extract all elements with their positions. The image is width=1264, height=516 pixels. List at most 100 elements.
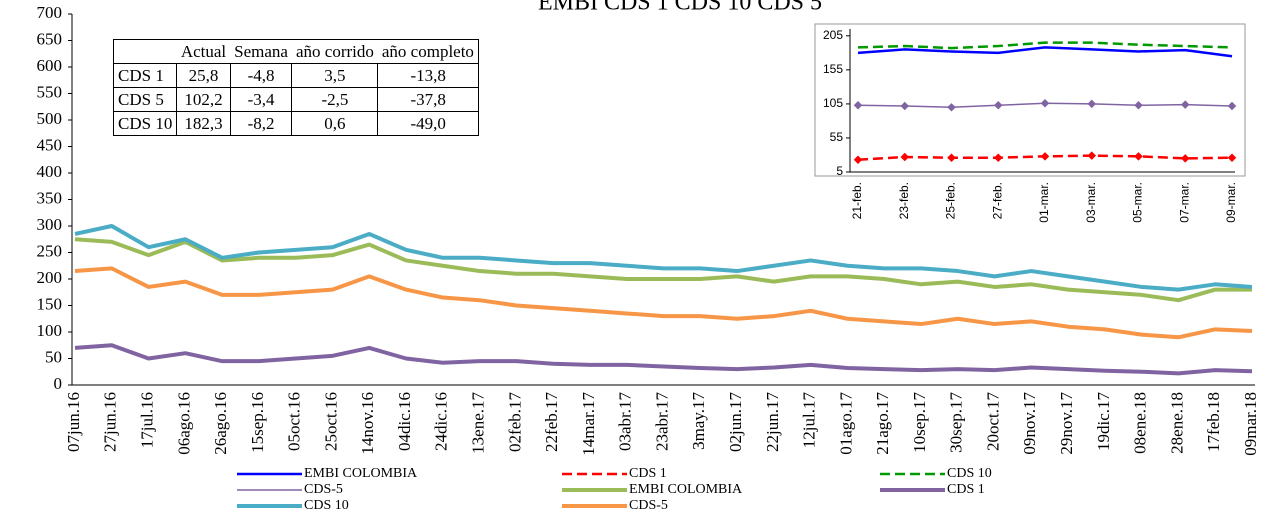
legend-label: CDS 10 xyxy=(304,498,349,513)
series-line xyxy=(857,46,1233,58)
table-cell: -4,8 xyxy=(229,63,293,88)
x-tick-label: 14nov.16 xyxy=(358,392,377,455)
legend-label: EMBI COLOMBIA xyxy=(629,482,743,497)
x-tick-label: 24dic.16 xyxy=(432,392,451,451)
x-tick-label: 26ago.16 xyxy=(211,392,230,455)
series-line xyxy=(74,343,1253,376)
legend-label: CDS 10 xyxy=(947,466,992,481)
x-tick-label: 02jun.17 xyxy=(726,392,745,452)
y-tick-label: 150 xyxy=(37,294,63,313)
summary-table: Actual Semana año corrido año completo CDS 1… xyxy=(112,39,479,136)
x-tick-label: 04dic.16 xyxy=(395,392,414,451)
x-tick-label: 23-feb. xyxy=(897,182,911,219)
x-tick-label: 13ene.17 xyxy=(469,392,488,454)
y-tick-label: 600 xyxy=(37,56,63,75)
table-header: Actual Semana año corrido año completo xyxy=(112,39,479,64)
table-cell: -3,4 xyxy=(229,87,293,112)
x-tick-label: 07-mar. xyxy=(1177,182,1191,223)
x-tick-label: 29nov.17 xyxy=(1057,392,1076,455)
x-tick-label: 25oct.16 xyxy=(321,392,340,451)
header-cell: año corrido xyxy=(291,39,378,64)
x-tick-label: 17feb.18 xyxy=(1204,392,1223,452)
table-cell: CDS 10 xyxy=(112,111,178,136)
y-tick-label: 50 xyxy=(45,347,62,366)
y-tick-label: 250 xyxy=(37,241,63,260)
y-tick-label: 5 xyxy=(836,164,843,178)
table-cell: 3,5 xyxy=(291,63,379,88)
table-cell: CDS 1 xyxy=(112,63,178,88)
x-tick-label: 25-feb. xyxy=(944,182,958,219)
x-tick-label: 22jun.17 xyxy=(763,392,782,452)
header-cell: Semana xyxy=(230,39,292,64)
series-line xyxy=(74,237,1252,303)
table-cell: 102,2 xyxy=(176,87,231,112)
legend-label: CDS 1 xyxy=(947,482,985,497)
y-tick-label: 700 xyxy=(37,3,63,22)
table-row: CDS 1 25,8 -4,8 3,5 -13,8 xyxy=(112,63,479,88)
y-tick-label: 400 xyxy=(37,162,63,181)
x-tick-label: 05-mar. xyxy=(1131,182,1145,223)
x-tick-label: 09nov.17 xyxy=(1020,392,1039,455)
x-tick-label: 21-feb. xyxy=(850,182,864,219)
table-cell: -8,2 xyxy=(229,111,293,136)
x-tick-label: 23abr.17 xyxy=(652,392,671,452)
x-tick-label: 03abr.17 xyxy=(616,392,635,452)
x-tick-label: 01-mar. xyxy=(1037,182,1051,223)
x-tick-label: 03-mar. xyxy=(1084,182,1098,223)
legend-label: EMBI COLOMBIA xyxy=(304,466,418,481)
table-cell: CDS 5 xyxy=(112,87,178,112)
x-tick-label: 05oct.16 xyxy=(285,392,304,451)
table-cell: -13,8 xyxy=(377,63,479,88)
legend-label: CDS 1 xyxy=(629,466,667,481)
x-tick-label: 19dic.17 xyxy=(1094,392,1113,452)
series-line xyxy=(74,224,1253,292)
x-tick-label: 3may.17 xyxy=(689,392,708,450)
x-tick-label: 27jun.16 xyxy=(101,392,120,452)
y-tick-label: 350 xyxy=(37,188,63,207)
y-tick-label: 105 xyxy=(823,96,843,110)
y-tick-label: 500 xyxy=(37,109,63,128)
table-row: CDS 10 182,3 -8,2 0,6 -49,0 xyxy=(112,111,479,136)
x-tick-label: 07jun.16 xyxy=(64,392,83,452)
y-tick-label: 205 xyxy=(823,28,843,42)
y-tick-label: 155 xyxy=(823,62,843,76)
x-tick-label: 09mar.18 xyxy=(1241,392,1260,456)
chart-title: EMBI CDS 1 CDS 10 CDS 5 xyxy=(538,0,822,16)
x-tick-label: 21ago.17 xyxy=(873,392,892,455)
x-tick-label: 14mar.17 xyxy=(579,392,598,456)
table-cell: 25,8 xyxy=(176,63,231,88)
y-tick-label: 200 xyxy=(37,268,63,287)
x-tick-label: 22feb.17 xyxy=(542,392,561,452)
series-line xyxy=(74,266,1253,340)
x-tick-label: 28ene.18 xyxy=(1167,392,1186,454)
legend-label: CDS-5 xyxy=(629,498,668,513)
x-tick-label: 10sep.17 xyxy=(910,392,929,453)
y-tick-label: 550 xyxy=(37,82,63,101)
x-tick-label: 08ene.18 xyxy=(1131,392,1150,454)
header-cell: Actual xyxy=(176,39,231,64)
y-tick-label: 450 xyxy=(37,135,63,154)
header-cell: año completo xyxy=(377,39,479,64)
x-tick-label: 27-feb. xyxy=(990,182,1004,219)
x-tick-label: 20oct.17 xyxy=(983,392,1002,452)
y-tick-label: 0 xyxy=(54,374,63,393)
legend-label: CDS-5 xyxy=(304,482,343,497)
table-cell: 182,3 xyxy=(176,111,231,136)
x-tick-label: 15sep.16 xyxy=(248,392,267,453)
y-tick-label: 55 xyxy=(830,130,844,144)
y-tick-label: 650 xyxy=(37,29,63,48)
table-row: CDS 5 102,2 -3,4 -2,5 -37,8 xyxy=(112,87,479,112)
table-cell: -49,0 xyxy=(377,111,479,136)
x-tick-label: 12jul.17 xyxy=(800,392,819,449)
y-tick-label: 300 xyxy=(37,215,63,234)
x-tick-label: 06ago.16 xyxy=(174,392,193,455)
table-cell: -2,5 xyxy=(291,87,379,112)
x-tick-label: 30sep.17 xyxy=(947,392,966,453)
y-tick-label: 100 xyxy=(37,321,63,340)
series-line xyxy=(857,41,1233,50)
table-cell: -37,8 xyxy=(377,87,479,112)
x-tick-label: 17jul.16 xyxy=(137,392,156,448)
x-tick-label: 09-mar. xyxy=(1224,182,1238,223)
